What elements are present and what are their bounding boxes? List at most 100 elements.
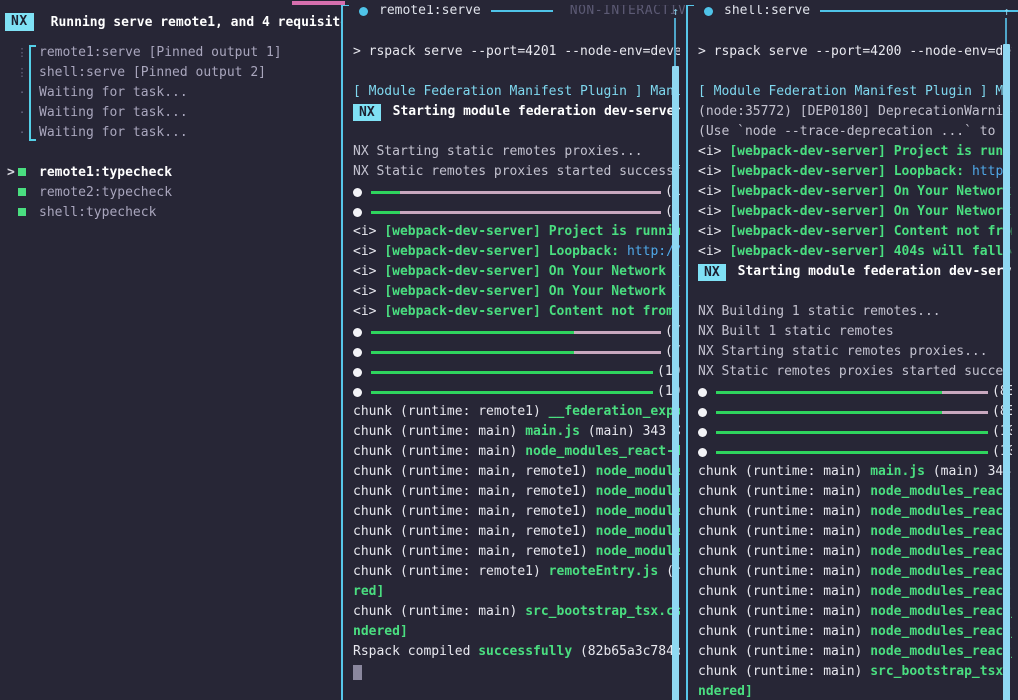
terminal-line: chunk (runtime: main) node_modules_react… [698, 582, 1012, 602]
progress-track [371, 190, 661, 194]
cursor-block [353, 664, 362, 680]
page-title: Running serve remote1, and 4 requisite t… [50, 15, 341, 30]
terminal-text: [webpack-dev-server] [384, 244, 541, 259]
terminal-text: NX Static remotes proxies started succes… [353, 164, 680, 179]
list-item[interactable]: · Waiting for task... [5, 103, 341, 123]
progress-fill [371, 390, 653, 394]
terminal-panel-remote1-serve[interactable]: remote1:serve NON-INTERACTIVE > rspack s… [341, 0, 686, 700]
task-status-icon: ⋮ [16, 66, 28, 79]
terminal-text: [ Module Federation Manifest Plugin ] Ma… [698, 84, 1012, 99]
terminal-text: chunk (runtime: main, remote1) [353, 484, 596, 499]
terminal-text: chunk (runtime: main) [353, 444, 526, 459]
terminal-text: NX Starting static remotes proxies... [698, 344, 988, 359]
task-status-icon [5, 183, 39, 203]
list-item[interactable]: · Waiting for task... [5, 123, 341, 143]
terminal-text [541, 302, 549, 322]
list-item-label: remote1:typecheck [39, 165, 173, 180]
terminal-text [886, 242, 894, 262]
terminal-line: <i> [webpack-dev-server] Content not fro… [353, 302, 680, 322]
terminal-text: Rspack compiled [353, 644, 479, 659]
progress-track [716, 450, 988, 454]
terminal-line: NX Static remotes proxies started succes… [698, 362, 1012, 382]
terminal-text [886, 142, 894, 162]
progress-bar-line: (100%) emitt [698, 442, 1012, 462]
terminal-text: node_modules_react- [870, 584, 1012, 599]
terminal-line: NX Static remotes proxies started succes… [353, 162, 680, 182]
list-item[interactable]: remote2:typecheck [5, 183, 341, 203]
scrollbar-vertical[interactable]: ↑ [671, 6, 680, 700]
terminal-line: <i> [webpack-dev-server] Content not fro… [698, 222, 1012, 242]
list-item-label: Waiting for task... [39, 105, 188, 120]
scrollbar-vertical[interactable]: ↑ [1002, 6, 1011, 700]
terminal-text: > rspack serve --port=4201 --node-env=de… [353, 44, 680, 59]
terminal-text: (82b65a3c784b [572, 644, 680, 659]
terminal-text: <i> [353, 264, 385, 279]
terminal-text: node_modules_react- [870, 544, 1012, 559]
terminal-line: chunk (runtime: main) src_bootstrap_tsx.… [698, 662, 1012, 682]
terminal-line: <i> [webpack-dev-server] Project is runn… [698, 142, 1012, 162]
progress-bar-line: (100%) emitti [353, 382, 680, 402]
terminal-text: node_modules_react-d [525, 444, 680, 459]
terminal-line: <i> [webpack-dev-server] On Your Network [698, 202, 1012, 222]
terminal-line: chunk (runtime: main) node_modules_react… [698, 562, 1012, 582]
terminal-text: <i> [698, 184, 730, 199]
list-item-label: remote1:serve [Pinned output 1] [39, 45, 282, 60]
progress-bar-line: (83%) sealin [698, 402, 1012, 422]
list-item[interactable]: · Waiting for task... [5, 83, 341, 103]
terminal-text: On Your Network ( [548, 284, 680, 299]
list-item[interactable]: ⋮ remote1:serve [Pinned output 1] [5, 43, 341, 63]
terminal-text: red] [353, 584, 385, 599]
terminal-line: <i> [webpack-dev-server] On Your Network… [353, 262, 680, 282]
terminal-text: node_module [595, 504, 680, 519]
spinner-dot-icon [353, 187, 362, 197]
terminal-line: chunk (runtime: main) src_bootstrap_tsx.… [353, 602, 680, 622]
panel-border [341, 4, 349, 700]
list-item[interactable]: > remote1:typecheck [5, 163, 341, 183]
scroll-thumb[interactable] [1003, 44, 1010, 700]
nx-notice-text: Starting module federation dev-server [392, 104, 680, 119]
scroll-thumb[interactable] [672, 66, 679, 700]
list-item-label: Waiting for task... [39, 125, 188, 140]
scroll-up-arrow-icon[interactable]: ↑ [672, 5, 679, 18]
terminal-panel-shell-serve[interactable]: shell:serve > rspack serve --port=4200 -… [686, 0, 1018, 700]
nx-notice-text: Starting module federation dev-serve [737, 264, 1012, 279]
terminal-line: chunk (runtime: main, remote1) node_modu… [353, 482, 680, 502]
terminal-text: [webpack-dev-server] [729, 184, 886, 199]
nx-header-row: NX Running serve remote1, and 4 requisit… [0, 13, 341, 33]
scroll-up-arrow-icon[interactable]: ↑ [1003, 5, 1010, 18]
top-progress-fill [292, 1, 345, 5]
terminal-text: chunk (runtime: main) [698, 664, 871, 679]
terminal-text: On Your Network [893, 204, 1012, 219]
terminal-blank-line [353, 62, 680, 82]
status-dot-icon [359, 6, 368, 16]
terminal-line: (Use `node --trace-deprecation ...` to s… [698, 122, 1012, 142]
list-item[interactable]: ⋮ shell:serve [Pinned output 2] [5, 63, 341, 83]
terminal-text: node_module [595, 484, 680, 499]
terminal-line: NX Built 1 static remotes [698, 322, 1012, 342]
status-dot-icon [704, 6, 713, 16]
terminal-text: <i> [353, 244, 385, 259]
progress-fill [716, 450, 988, 454]
terminal-text: On Your Network ( [548, 264, 680, 279]
terminal-text [541, 262, 549, 282]
terminal-text [541, 222, 549, 242]
terminal-text [619, 242, 627, 262]
list-item[interactable]: shell:typecheck [5, 203, 341, 223]
panel-border [686, 4, 694, 700]
panel-header: remote1:serve NON-INTERACTIVE [341, 0, 686, 22]
terminal-line: red] [353, 582, 680, 602]
terminal-line: chunk (runtime: main, remote1) node_modu… [353, 542, 680, 562]
progress-fill [371, 350, 574, 354]
terminal-text: (node:35772) [DEP0180] DeprecationWarnin… [698, 104, 1012, 119]
terminal-text: node_modules_react_ [870, 624, 1012, 639]
terminal-text: chunk (runtime: main) [698, 544, 871, 559]
terminal-line: <i> [webpack-dev-server] 404s will fallb… [698, 242, 1012, 262]
terminal-text: <i> [353, 284, 385, 299]
top-progress-bar [0, 0, 1018, 5]
terminal-text: > rspack serve --port=4200 --node-env=de… [698, 44, 1012, 59]
panel-title: remote1:serve [379, 3, 481, 18]
terminal-text: (main) 343 K [579, 424, 680, 439]
terminal-text: chunk (runtime: main) [698, 584, 871, 599]
terminal-line: chunk (runtime: main, remote1) node_modu… [353, 462, 680, 482]
progress-track [371, 350, 661, 354]
